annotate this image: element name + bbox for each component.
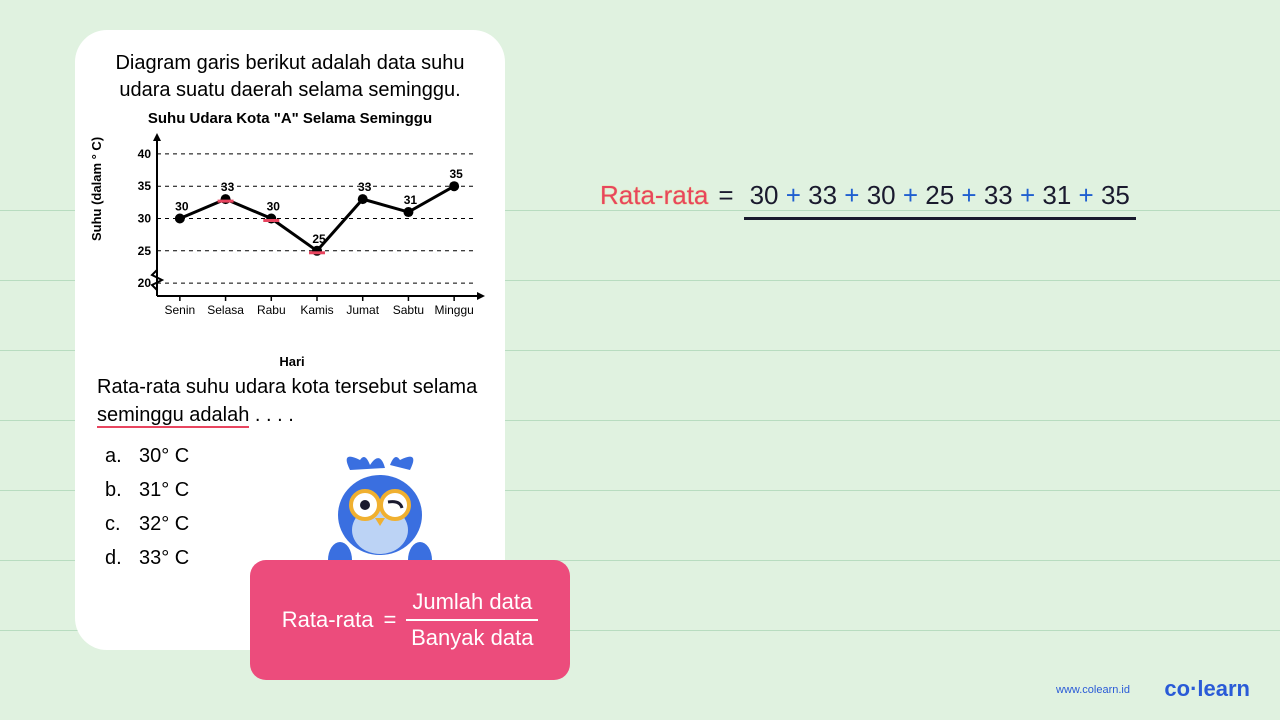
chart-svg: 20 25 30 35 40 Senin Selasa Rabu Kamis Jumat Sabtu… bbox=[127, 131, 487, 331]
addend: 30 bbox=[867, 180, 896, 210]
option-text: 30° C bbox=[139, 439, 189, 473]
work-label: Rata-rata bbox=[600, 180, 708, 211]
work-numerator: 30 + 33 + 30 + 25 + 33 + 31 + 35 bbox=[744, 180, 1136, 220]
work-eq: = bbox=[718, 180, 733, 211]
option-letter: d. bbox=[105, 541, 139, 575]
line-chart: Suhu (dalam ° C) 2025303540SeninSelasaRa… bbox=[97, 131, 487, 351]
addend: 30 bbox=[750, 180, 779, 210]
formula-denominator: Banyak data bbox=[411, 621, 533, 651]
question-prompt: Rata-rata suhu udara kota tersebut selam… bbox=[97, 373, 483, 429]
formula-eq: = bbox=[384, 607, 397, 633]
svg-text:20: 20 bbox=[138, 276, 152, 290]
svg-text:33: 33 bbox=[358, 180, 372, 194]
plus-sign: + bbox=[779, 180, 809, 210]
svg-text:25: 25 bbox=[138, 244, 152, 258]
svg-text:Minggu: Minggu bbox=[434, 303, 473, 317]
svg-text:33: 33 bbox=[221, 180, 235, 194]
plus-sign: + bbox=[954, 180, 984, 210]
svg-text:30: 30 bbox=[138, 212, 152, 226]
work-area: Rata-rata = 30 + 33 + 30 + 25 + 33 + 31 … bbox=[600, 180, 1220, 220]
prompt-part-1: Rata-rata suhu udara kota tersebut selam… bbox=[97, 376, 477, 398]
addend: 31 bbox=[1042, 180, 1071, 210]
brand-url: www.colearn.id bbox=[1056, 684, 1130, 696]
y-axis-label: Suhu (dalam ° C) bbox=[89, 137, 104, 241]
svg-text:Jumat: Jumat bbox=[346, 303, 379, 317]
intro-line-2: udara suatu daerah selama seminggu. bbox=[119, 79, 460, 101]
svg-text:Sabtu: Sabtu bbox=[393, 303, 424, 317]
addend: 25 bbox=[925, 180, 954, 210]
svg-text:31: 31 bbox=[404, 193, 418, 207]
intro-line-1: Diagram garis berikut adalah data suhu bbox=[115, 52, 464, 74]
plus-sign: + bbox=[896, 180, 926, 210]
question-intro: Diagram garis berikut adalah data suhu u… bbox=[97, 50, 483, 104]
prompt-dots: . . . . bbox=[249, 404, 293, 426]
formula-card: Rata-rata = Jumlah data Banyak data bbox=[250, 560, 570, 680]
svg-text:30: 30 bbox=[267, 200, 281, 214]
svg-text:25: 25 bbox=[312, 232, 326, 246]
addend: 35 bbox=[1101, 180, 1130, 210]
brand-learn: learn bbox=[1197, 676, 1250, 701]
addend: 33 bbox=[984, 180, 1013, 210]
x-axis-label: Hari bbox=[97, 354, 487, 369]
svg-text:Selasa: Selasa bbox=[207, 303, 244, 317]
svg-text:Rabu: Rabu bbox=[257, 303, 286, 317]
option-letter: c. bbox=[105, 507, 139, 541]
svg-text:40: 40 bbox=[138, 147, 152, 161]
plus-sign: + bbox=[837, 180, 867, 210]
option-text: 33° C bbox=[139, 541, 189, 575]
prompt-part-2: seminggu adalah bbox=[97, 404, 249, 428]
plus-sign: + bbox=[1013, 180, 1043, 210]
chart-title: Suhu Udara Kota "A" Selama Seminggu bbox=[97, 110, 483, 127]
svg-text:30: 30 bbox=[175, 200, 189, 214]
formula-fraction: Jumlah data Banyak data bbox=[406, 589, 538, 652]
option-letter: a. bbox=[105, 439, 139, 473]
svg-text:35: 35 bbox=[138, 179, 152, 193]
formula-numerator: Jumlah data bbox=[406, 589, 538, 621]
formula-label: Rata-rata bbox=[282, 607, 374, 633]
svg-text:35: 35 bbox=[449, 167, 463, 181]
addend: 33 bbox=[808, 180, 837, 210]
option-letter: b. bbox=[105, 473, 139, 507]
svg-text:Kamis: Kamis bbox=[300, 303, 333, 317]
option-text: 32° C bbox=[139, 507, 189, 541]
brand-co: co bbox=[1164, 676, 1190, 701]
brand-logo: co·learn bbox=[1164, 676, 1250, 702]
plus-sign: + bbox=[1071, 180, 1101, 210]
option-text: 31° C bbox=[139, 473, 189, 507]
svg-text:Senin: Senin bbox=[165, 303, 196, 317]
